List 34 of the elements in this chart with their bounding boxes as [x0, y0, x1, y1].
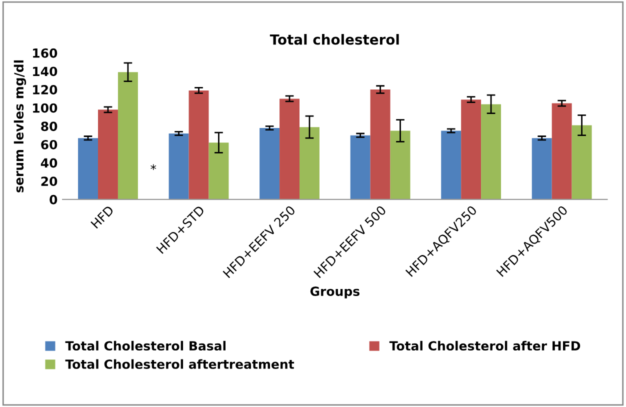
chart-title: Total cholesterol: [270, 34, 399, 45]
bar: [260, 128, 280, 200]
y-tick-label: 40: [40, 158, 58, 168]
bar: [461, 100, 482, 200]
legend-label: Total Cholesterol aftertreatment: [65, 359, 294, 369]
bar: [78, 138, 98, 200]
bar: [280, 98, 300, 200]
bar: [208, 142, 229, 200]
bar: [118, 72, 138, 200]
bar: [98, 110, 118, 200]
bar: [168, 133, 189, 200]
y-tick-label: 120: [33, 85, 58, 94]
y-tick-label: 20: [41, 176, 58, 186]
y-tick-label: 80: [41, 122, 58, 132]
bar: [350, 135, 370, 200]
bar: [572, 125, 592, 200]
bar: [552, 103, 572, 200]
bar: [481, 104, 502, 200]
bar: [300, 127, 320, 200]
annotation: *: [150, 164, 156, 170]
y-tick-label: 60: [41, 140, 58, 150]
x-axis-title: Groups: [310, 286, 360, 298]
bar: [188, 90, 209, 200]
y-axis-title: serum levles mg/dl: [14, 60, 26, 192]
bar: [441, 130, 462, 200]
legend-label: Total Cholesterol after HFD: [389, 340, 580, 351]
y-tick-label: 160: [33, 48, 58, 58]
y-tick-label: 140: [33, 66, 58, 76]
y-tick-label: 0: [50, 194, 58, 204]
bar: [390, 130, 410, 200]
bar: [532, 138, 552, 200]
legend-label: Total Cholesterol Basal: [65, 340, 226, 351]
y-tick-label: 100: [33, 103, 58, 113]
bar: [370, 90, 390, 200]
